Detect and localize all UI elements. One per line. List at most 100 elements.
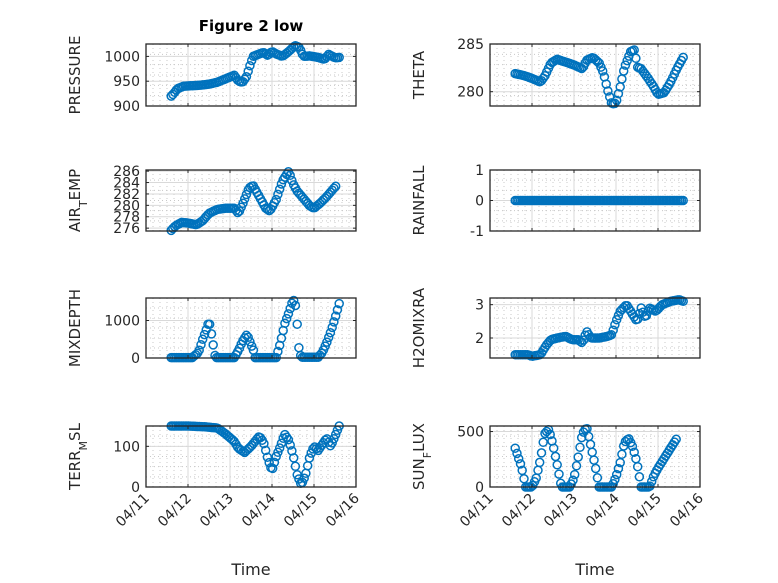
data-point [239, 74, 250, 84]
y-axis-label: PRESSURE [66, 36, 84, 115]
y-tick-label: 0 [131, 480, 140, 496]
data-point [515, 459, 526, 469]
y-tick-label: 900 [113, 99, 140, 115]
data-point [513, 453, 524, 464]
data-point [281, 313, 292, 324]
x-tick-label: 04/13 [197, 491, 237, 531]
y-tick-label: 0 [475, 480, 484, 496]
subplot-top-left: 900 950 1000 PRESSURE Figure 2 low [66, 17, 357, 115]
data-point [592, 473, 603, 483]
y-tick-label: 285 [457, 37, 484, 53]
x-tick-label: 04/14 [239, 490, 279, 530]
figure-title: Figure 2 low [199, 17, 304, 35]
y-tick-label: 280 [457, 85, 484, 101]
series-markers [166, 166, 341, 236]
data-point [646, 476, 657, 487]
y-tick-label: 100 [113, 439, 140, 455]
data-point [245, 336, 255, 347]
data-point [629, 447, 639, 457]
x-tick-label: 04/13 [541, 491, 581, 531]
data-point [281, 432, 292, 442]
subplot-top-right: 280 285 THETA [410, 37, 701, 109]
data-point [269, 457, 280, 468]
data-point [273, 189, 283, 200]
data-point [620, 60, 631, 70]
data-point [632, 461, 643, 472]
data-point [608, 325, 618, 335]
data-point [245, 60, 255, 71]
data-point [285, 170, 295, 181]
data-point [611, 314, 622, 325]
data-point [197, 334, 208, 345]
subplot-bottom-left: 0 100 04/11 04/12 04/13 04/14 04/15 04/16 Time TE… [66, 421, 363, 579]
data-point [273, 346, 283, 357]
data-point [238, 446, 248, 457]
y-tick-label: 286 [113, 164, 140, 180]
data-point [243, 332, 253, 343]
data-point [285, 303, 295, 314]
subplot-second-right: -1 0 1 RAINFALL [410, 163, 701, 240]
x-axis-label: Time [230, 560, 270, 579]
subplot-third-right: 2 3 H2OMIXRA [410, 287, 701, 368]
data-point [613, 463, 624, 474]
data-point [206, 329, 217, 339]
axes-box [145, 169, 357, 232]
data-point [568, 475, 578, 486]
data-point [610, 319, 620, 330]
y-tick-label: 284 [113, 176, 140, 192]
series-markers [510, 295, 688, 361]
data-point [631, 53, 641, 64]
data-point [545, 429, 555, 440]
data-point [334, 52, 344, 63]
x-tick-label: 04/11 [457, 491, 497, 531]
y-tick-label: 0 [475, 194, 484, 210]
data-point [262, 452, 273, 462]
data-point [329, 317, 339, 327]
subplot-third-left: 0 1000 MIXDEPTH [66, 289, 357, 367]
data-point [287, 175, 297, 186]
y-axis-label: SUNFLUX [410, 423, 434, 490]
data-point [330, 429, 341, 440]
x-tick-label: 04/16 [323, 490, 363, 530]
data-point [611, 95, 622, 106]
data-point [271, 194, 281, 205]
data-point [327, 322, 337, 333]
axes-box [489, 425, 701, 488]
data-point [552, 460, 562, 470]
data-point [330, 181, 341, 192]
data-point [610, 474, 620, 485]
y-tick-label: 2 [475, 331, 484, 347]
data-point [260, 445, 271, 456]
data-point [678, 296, 688, 307]
data-point [330, 311, 341, 321]
data-point [590, 463, 601, 474]
y-axis-label: MIXDEPTH [66, 289, 84, 367]
data-point [538, 437, 548, 448]
data-point [603, 86, 613, 96]
y-tick-label: 3 [475, 298, 484, 314]
data-point [231, 205, 241, 216]
y-tick-label: 280 [113, 198, 140, 214]
data-point [510, 443, 520, 453]
series-markers [166, 421, 344, 489]
data-point [671, 434, 681, 445]
data-point [283, 434, 294, 445]
subplot-bottom-right: 0 500 04/11 04/12 04/13 04/14 04/15 04/16 Time SU… [410, 423, 707, 579]
data-point [241, 71, 252, 82]
data-point [608, 478, 618, 489]
data-point [634, 472, 645, 482]
data-point [512, 448, 522, 459]
x-tick-label: 04/16 [667, 490, 707, 530]
data-point [622, 55, 632, 66]
axes-box [145, 425, 357, 488]
data-point [606, 330, 617, 340]
data-point [536, 448, 547, 458]
data-point [304, 453, 315, 463]
y-tick-label: 1000 [104, 49, 140, 65]
y-axis-label: THETA [410, 50, 428, 100]
data-point [618, 66, 629, 76]
data-point [571, 461, 582, 471]
data-point [290, 300, 301, 311]
data-point [290, 461, 301, 472]
